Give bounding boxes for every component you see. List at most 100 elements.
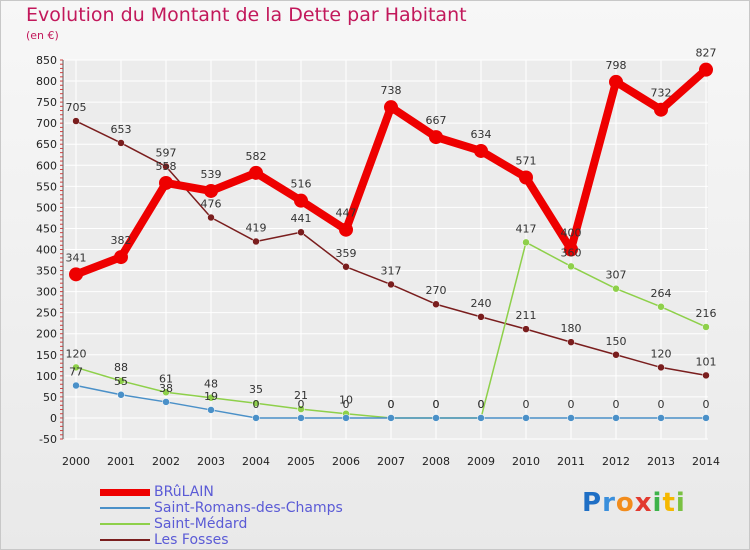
data-point [702,323,710,331]
data-point [612,284,620,293]
data-label: 0 [343,398,350,411]
proxiti-logo: Proxiti [582,488,686,518]
data-point [477,414,485,422]
legend-label: Saint-Romans-des-Champs [154,500,343,516]
data-point [564,242,578,257]
y-tick-label: 400 [36,244,57,257]
data-point [654,102,668,117]
data-point [162,162,170,171]
data-label: 264 [651,287,672,300]
legend-swatch-saint-romans [100,507,150,509]
data-point [162,388,170,397]
data-point [477,313,485,321]
legend-swatch-brulain [100,489,150,496]
data-label: 441 [291,212,312,225]
data-point [339,222,353,237]
data-point [657,363,665,372]
data-label: 597 [156,147,177,160]
x-tick-label: 2007 [377,455,405,468]
legend-swatch-saint-medard [100,523,150,525]
logo-letter: r [602,488,616,518]
data-label: 417 [516,222,537,235]
data-label: 216 [696,307,717,320]
data-point [207,393,215,402]
logo-letter: t [662,488,676,518]
data-point [522,238,530,247]
data-point [249,165,263,180]
logo-letter: i [675,488,686,518]
data-label: 21 [294,389,308,402]
data-point [522,325,530,333]
y-tick-label: 550 [36,180,57,193]
data-label: 120 [66,347,87,360]
data-label: 120 [651,347,672,360]
data-point [567,414,575,422]
x-tick-label: 2005 [287,455,315,468]
y-tick-label: 300 [36,286,57,299]
legend-swatch-les-fosses [100,539,150,541]
x-tick-label: 2004 [242,455,270,468]
data-point [114,250,128,265]
data-label: 341 [66,251,87,264]
x-tick-label: 2002 [152,455,180,468]
data-label: 0 [523,398,530,411]
data-label: 0 [568,398,575,411]
y-tick-label: -50 [39,433,57,446]
x-tick-label: 2006 [332,455,360,468]
data-point [384,100,398,115]
data-label: 19 [204,390,218,403]
data-point [474,143,488,158]
x-tick-label: 2003 [197,455,225,468]
data-point [159,175,173,190]
data-point [252,399,260,407]
data-label: 359 [336,247,357,260]
y-tick-label: 450 [36,222,57,235]
x-tick-label: 2013 [647,455,675,468]
y-tick-label: 250 [36,307,57,320]
data-point [207,213,215,222]
logo-letter: o [615,488,635,518]
data-point [294,193,308,208]
data-label: 705 [66,101,87,114]
data-label: 101 [696,355,717,368]
data-label: 447 [336,207,357,220]
data-label: 0 [388,398,395,411]
data-label: 558 [156,160,177,173]
x-tick-label: 2014 [692,455,720,468]
data-point [519,170,533,185]
y-tick-label: 750 [36,96,57,109]
y-tick-label: 50 [43,391,57,404]
legend-label: Saint-Médard [154,516,248,532]
data-point [117,377,125,385]
data-label: 0 [613,398,620,411]
y-tick-label: 150 [36,349,57,362]
data-label: 0 [433,398,440,411]
data-point [657,303,665,311]
y-tick-label: 650 [36,138,57,151]
data-label: 653 [111,123,132,136]
data-label: 38 [159,382,173,395]
data-label: 476 [201,197,222,210]
data-label: 516 [291,178,312,191]
data-label: 667 [426,114,447,127]
data-label: 0 [388,398,395,411]
data-point [117,391,125,399]
logo-letter: P [582,488,603,518]
data-point [612,414,620,422]
data-label: 77 [69,366,83,379]
data-point [699,62,713,77]
data-point [207,406,215,414]
y-tick-label: 600 [36,159,57,172]
data-label: 88 [114,361,128,374]
x-tick-label: 2000 [62,455,90,468]
data-label: 360 [561,246,582,259]
data-label: 400 [561,227,582,240]
data-label: 738 [381,84,402,97]
data-point [252,237,260,246]
y-tick-label: 800 [36,75,57,88]
y-tick-label: 500 [36,201,57,214]
y-tick-label: 200 [36,328,57,341]
data-label: 180 [561,322,582,335]
data-label: 317 [381,264,402,277]
data-label: 0 [478,398,485,411]
